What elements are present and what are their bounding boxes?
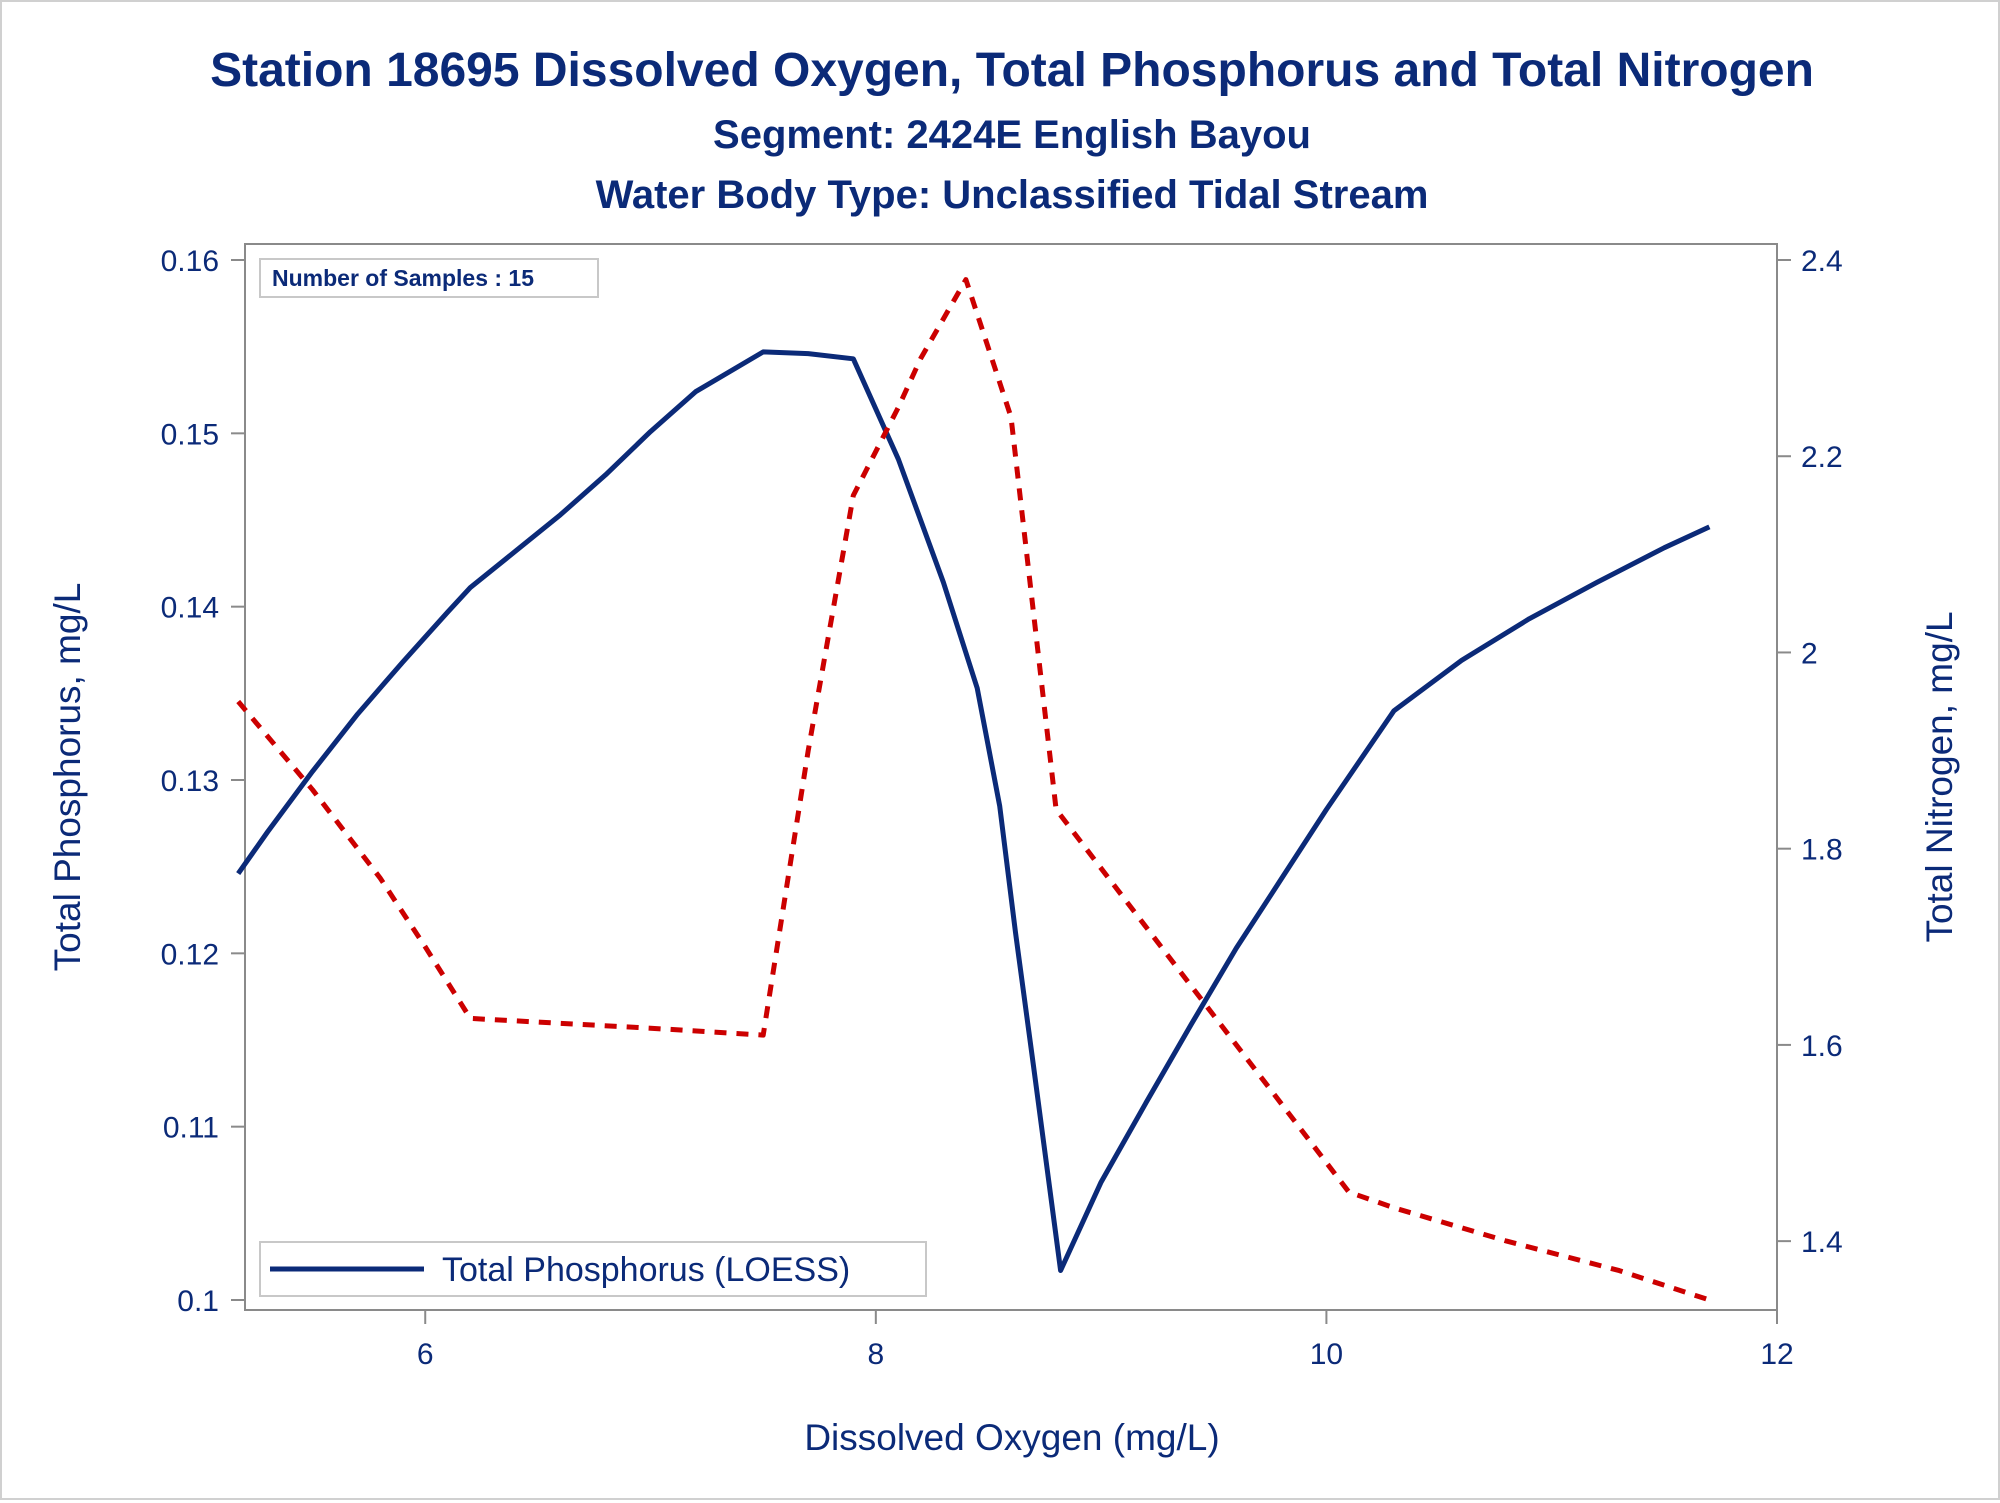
y-right-tick-label: 2.4 [1801,245,1843,278]
y-right-tick-label: 2 [1801,637,1818,670]
y-left-tick-label: 0.15 [161,418,219,451]
y-left-tick-label: 0.1 [177,1285,219,1318]
left-axis: 0.1 0.11 0.12 0.13 0.14 0.15 0.16 [161,245,245,1318]
x-tick-label: 8 [867,1338,884,1371]
sample-count-label: Number of Samples : 15 [272,265,534,291]
y-axis-left-label: Total Phosphorus, mg/L [47,583,88,972]
y-left-tick-label: 0.14 [161,592,219,625]
x-axis: 6 8 10 12 [417,1310,1794,1371]
chart-subtitle-segment: Segment: 2424E English Bayou [713,113,1311,157]
y-right-tick-label: 1.6 [1801,1030,1843,1063]
y-left-tick-label: 0.16 [161,245,219,278]
y-left-tick-label: 0.13 [161,765,219,798]
y-right-tick-label: 1.4 [1801,1226,1843,1259]
x-tick-label: 10 [1310,1338,1343,1371]
sample-count-box [259,258,599,298]
x-axis-label: Dissolved Oxygen (mg/L) [804,1417,1219,1458]
x-tick-label: 6 [417,1338,434,1371]
series-line-phosphorus [236,349,1711,1273]
legend-entry-phosphorus: Total Phosphorus (LOESS) [442,1251,850,1289]
x-tick-label: 12 [1760,1338,1793,1371]
chart-subtitle-water-body: Water Body Type: Unclassified Tidal Stre… [596,173,1429,217]
plot-area [244,243,1778,1311]
series-line-nitrogen [236,277,1711,1303]
y-left-tick-label: 0.11 [163,1112,219,1145]
chart-title: Station 18695 Dissolved Oxygen, Total Ph… [210,44,1814,97]
series-layer [236,277,1711,1303]
right-axis: 1.4 1.6 1.8 2 2.2 2.4 [1777,245,1843,1259]
y-left-tick-label: 0.12 [161,938,219,971]
y-axis-right-label: Total Nitrogen, mg/L [1919,611,1960,942]
y-right-tick-label: 1.8 [1801,834,1843,867]
y-right-tick-label: 2.2 [1801,441,1843,474]
